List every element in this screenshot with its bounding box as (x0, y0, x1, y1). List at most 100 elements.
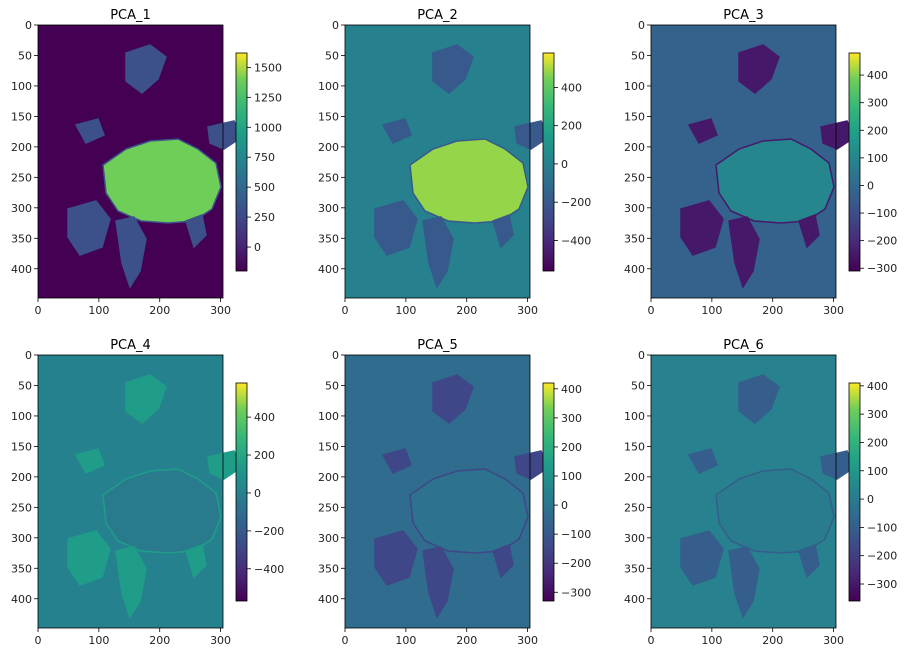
subplot: PCA_3 0 100 200 300 0 50 100 150 200 250 300 350 400 −… (624, 8, 897, 317)
y-tick-label: 250 (318, 171, 339, 184)
land-region (374, 200, 418, 256)
x-tick-label: 100 (88, 634, 109, 647)
region-layer (680, 44, 856, 289)
y-tick-label: 0 (25, 19, 32, 32)
x-tick-label: 300 (823, 304, 844, 317)
colorbar-tick-label: 100 (867, 152, 888, 165)
panel-title: PCA_5 (417, 338, 458, 353)
x-tick-label: 200 (762, 634, 783, 647)
y-tick-label: 200 (318, 471, 339, 484)
x-tick-label: 200 (456, 634, 477, 647)
colorbar-tick-label: 0 (867, 179, 874, 192)
colorbar-tick-label: 100 (867, 465, 888, 478)
panel-title: PCA_4 (110, 338, 151, 353)
y-tick-label: 150 (318, 110, 339, 123)
colorbar-tick-label: 200 (254, 449, 275, 462)
y-tick-label: 100 (624, 80, 645, 93)
y-tick-label: 300 (11, 202, 32, 215)
land-region (687, 448, 718, 474)
land-region (738, 374, 780, 424)
land-region (432, 374, 474, 424)
colorbar-tick-label: 1500 (254, 61, 282, 74)
colorbar-tick-label: −300 (867, 578, 897, 591)
colorbar-tick-label: 400 (561, 383, 582, 396)
land-region (381, 448, 412, 474)
colorbar-tick-label: 0 (254, 487, 261, 500)
y-tick-label: 250 (624, 501, 645, 514)
colorbar-tick-label: 0 (561, 158, 568, 171)
land-region (207, 120, 243, 150)
colorbar-tick-label: −300 (867, 262, 897, 275)
colorbar-tick-label: 300 (867, 97, 888, 110)
ice-region (409, 468, 529, 554)
axes-frame (650, 24, 837, 299)
colorbar-tick-label: 250 (254, 211, 275, 224)
x-tick-label: 100 (395, 634, 416, 647)
y-tick-label: 350 (318, 232, 339, 245)
x-tick-label: 100 (88, 304, 109, 317)
y-tick-label: 200 (11, 141, 32, 154)
y-tick-label: 50 (18, 49, 32, 62)
colorbar-tick-label: 300 (867, 408, 888, 421)
y-tick-label: 50 (325, 379, 339, 392)
colorbar (848, 382, 861, 602)
y-tick-label: 350 (624, 232, 645, 245)
panel-title: PCA_3 (723, 8, 764, 23)
y-tick-label: 200 (624, 141, 645, 154)
y-tick-label: 0 (332, 19, 339, 32)
colorbar (235, 52, 248, 272)
x-tick-label: 0 (648, 304, 655, 317)
land-region (422, 216, 454, 289)
y-tick-label: 0 (25, 349, 32, 362)
land-region (680, 530, 724, 586)
colorbar-tick-label: 200 (561, 120, 582, 133)
colorbar-tick-label: −400 (254, 563, 284, 576)
colorbar-tick-label: 400 (561, 81, 582, 94)
y-tick-label: 400 (11, 593, 32, 606)
panel-title: PCA_6 (723, 338, 764, 353)
x-tick-label: 300 (823, 634, 844, 647)
x-tick-label: 300 (517, 634, 538, 647)
colorbar (542, 52, 555, 272)
y-tick-label: 300 (624, 532, 645, 545)
land-region (820, 120, 856, 150)
colorbar-tick-label: −200 (867, 550, 897, 563)
colorbar-tick-label: −200 (254, 525, 284, 538)
colorbar-tick-label: 500 (254, 181, 275, 194)
ice-region (102, 468, 222, 554)
y-tick-label: 50 (18, 379, 32, 392)
ice-region (715, 138, 835, 224)
land-region (738, 44, 780, 94)
land-region (74, 118, 105, 144)
colorbar-tick-label: 100 (561, 470, 582, 483)
x-tick-label: 300 (517, 304, 538, 317)
land-region (728, 546, 760, 619)
land-region (798, 213, 820, 249)
land-region (514, 450, 550, 480)
subplot: PCA_2 0 100 200 300 0 50 100 150 200 250 300 350 400 −… (318, 8, 591, 317)
land-region (381, 118, 412, 144)
y-tick-label: 200 (624, 471, 645, 484)
y-tick-label: 250 (11, 171, 32, 184)
land-region (115, 546, 147, 619)
y-tick-label: 400 (11, 263, 32, 276)
land-region (492, 543, 514, 579)
colorbar (542, 382, 555, 602)
land-region (820, 450, 856, 480)
y-tick-label: 400 (318, 263, 339, 276)
y-tick-label: 0 (638, 349, 645, 362)
x-tick-label: 200 (149, 634, 170, 647)
colorbar-tick-label: 400 (867, 380, 888, 393)
x-tick-label: 300 (210, 634, 231, 647)
y-tick-label: 100 (318, 410, 339, 423)
x-tick-label: 200 (149, 304, 170, 317)
y-tick-label: 150 (624, 440, 645, 453)
x-tick-label: 0 (342, 304, 349, 317)
colorbar-tick-label: 1000 (254, 121, 282, 134)
x-tick-label: 100 (395, 304, 416, 317)
land-region (798, 543, 820, 579)
subplot: PCA_4 0 100 200 300 0 50 100 150 200 250 300 350 400 −… (11, 338, 284, 647)
colorbar-tick-label: −200 (867, 235, 897, 248)
y-tick-label: 350 (11, 562, 32, 575)
land-region (125, 374, 167, 424)
